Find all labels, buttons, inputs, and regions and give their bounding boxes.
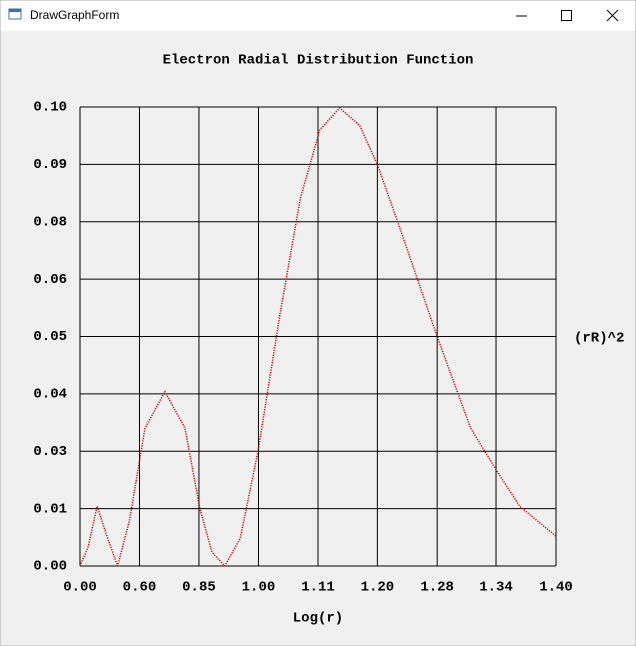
chart-title: Electron Radial Distribution Function xyxy=(163,53,474,69)
maximize-button[interactable] xyxy=(545,1,589,30)
y-tick-label: 0.10 xyxy=(33,100,67,116)
y-tick-label: 0.05 xyxy=(33,329,67,345)
y-tick-label: 0.08 xyxy=(33,214,67,230)
y-tick-label: 0.03 xyxy=(33,444,67,460)
close-button[interactable] xyxy=(590,1,635,30)
y-axis-label: (rR)^2 xyxy=(574,331,624,347)
x-axis-label: Log(r) xyxy=(293,611,343,627)
x-tick-label: 1.34 xyxy=(479,580,513,596)
minimize-button[interactable] xyxy=(500,1,544,30)
x-tick-label: 1.20 xyxy=(361,580,395,596)
x-tick-label: 1.11 xyxy=(301,580,335,596)
x-tick-label: 0.60 xyxy=(123,580,157,596)
x-tick-label: 1.00 xyxy=(242,580,276,596)
window-title: DrawGraphForm xyxy=(30,8,119,22)
y-tick-label: 0.09 xyxy=(33,157,67,173)
y-tick-label: 0.04 xyxy=(33,387,67,403)
x-tick-label: 1.28 xyxy=(420,580,454,596)
y-tick-label: 0.00 xyxy=(33,559,67,575)
x-tick-label: 0.85 xyxy=(182,580,216,596)
y-tick-label: 0.06 xyxy=(33,272,67,288)
data-line xyxy=(79,107,557,567)
y-tick-label: 0.01 xyxy=(33,501,67,517)
app-icon xyxy=(8,8,22,20)
x-tick-label: 0.00 xyxy=(63,580,97,596)
x-tick-label: 1.40 xyxy=(539,580,573,596)
